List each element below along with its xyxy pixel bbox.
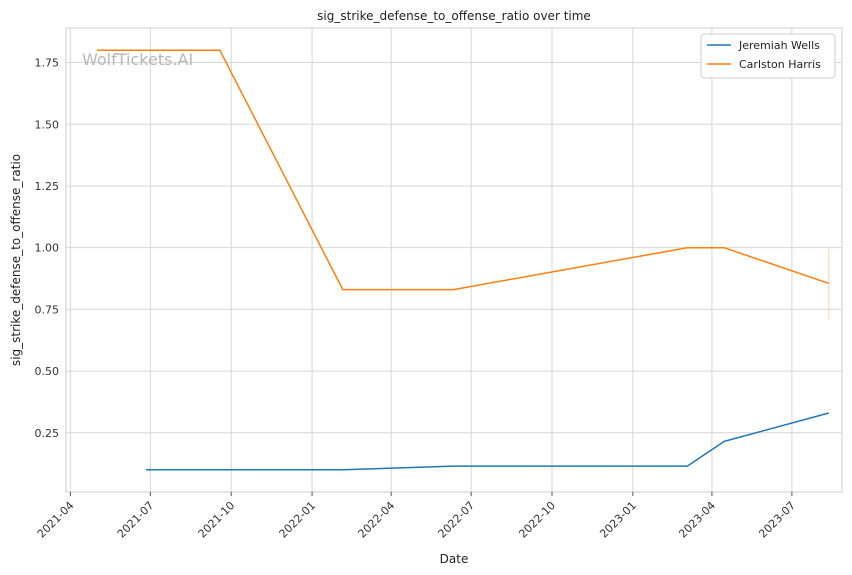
grid-lines (66, 28, 842, 492)
y-tick-label: 1.75 (35, 57, 60, 70)
y-tick-label: 1.00 (35, 242, 60, 255)
series-lines (96, 49, 830, 471)
y-tick-label: 0.50 (35, 365, 60, 378)
plot-frame (65, 27, 843, 493)
y-tick-label: 1.50 (35, 118, 60, 131)
legend-label-jeremiah-wells: Jeremiah Wells (738, 39, 820, 52)
y-tick-label: 0.75 (35, 303, 60, 316)
chart-title: sig_strike_defense_to_offense_ratio over… (317, 9, 591, 23)
legend-label-carlston-harris: Carlston Harris (739, 58, 821, 71)
series-line-jeremiah-wells (146, 412, 829, 471)
y-tick-label: 1.25 (35, 180, 60, 193)
series-line-carlston-harris (96, 49, 830, 291)
legend-box (700, 33, 836, 79)
x-axis-label: Date (440, 552, 469, 566)
y-tick-label: 0.25 (35, 427, 60, 440)
legend: Jeremiah Wells Carlston Harris (700, 33, 836, 79)
plot-area (66, 28, 842, 492)
y-axis-label: sig_strike_defense_to_offense_ratio (9, 154, 23, 366)
watermark: WolfTickets.AI (82, 50, 193, 69)
